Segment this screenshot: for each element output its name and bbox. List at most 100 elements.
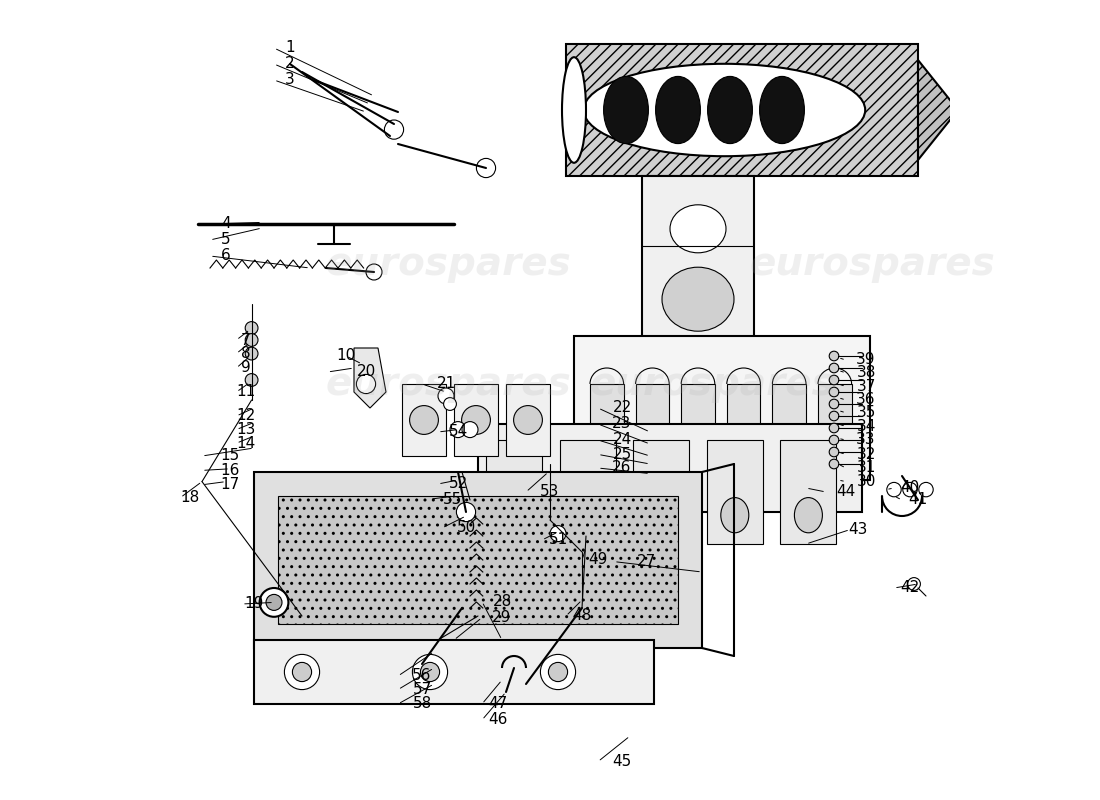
Circle shape bbox=[462, 422, 478, 438]
Ellipse shape bbox=[584, 64, 866, 156]
Text: 24: 24 bbox=[613, 433, 631, 447]
Polygon shape bbox=[402, 384, 446, 456]
Polygon shape bbox=[634, 440, 690, 544]
Text: 39: 39 bbox=[856, 353, 876, 367]
Polygon shape bbox=[478, 424, 862, 512]
Text: 18: 18 bbox=[180, 490, 199, 505]
Circle shape bbox=[245, 347, 258, 360]
Circle shape bbox=[245, 334, 258, 346]
Text: 15: 15 bbox=[220, 449, 240, 463]
Text: 45: 45 bbox=[613, 754, 631, 769]
Text: 3: 3 bbox=[285, 73, 295, 87]
Ellipse shape bbox=[562, 57, 586, 162]
Circle shape bbox=[245, 322, 258, 334]
Circle shape bbox=[918, 482, 933, 497]
Text: 20: 20 bbox=[356, 365, 375, 379]
Circle shape bbox=[420, 662, 440, 682]
Circle shape bbox=[412, 654, 448, 690]
Circle shape bbox=[829, 411, 839, 421]
Text: 33: 33 bbox=[856, 433, 876, 447]
Circle shape bbox=[260, 588, 288, 617]
Text: 37: 37 bbox=[856, 379, 876, 394]
Circle shape bbox=[293, 662, 311, 682]
Circle shape bbox=[285, 654, 320, 690]
Text: 57: 57 bbox=[412, 682, 431, 697]
Ellipse shape bbox=[794, 498, 823, 533]
Circle shape bbox=[829, 351, 839, 361]
Polygon shape bbox=[642, 176, 754, 352]
Text: 7: 7 bbox=[241, 333, 251, 347]
Polygon shape bbox=[566, 44, 918, 176]
Circle shape bbox=[829, 363, 839, 373]
Circle shape bbox=[829, 423, 839, 433]
Circle shape bbox=[829, 447, 839, 457]
Ellipse shape bbox=[409, 406, 439, 434]
Text: 12: 12 bbox=[236, 409, 255, 423]
Text: 17: 17 bbox=[220, 478, 240, 492]
Circle shape bbox=[384, 120, 404, 139]
Text: 54: 54 bbox=[449, 425, 468, 439]
Ellipse shape bbox=[720, 498, 749, 533]
Polygon shape bbox=[818, 384, 851, 464]
Text: 14: 14 bbox=[236, 436, 255, 450]
Text: 32: 32 bbox=[856, 447, 876, 462]
Polygon shape bbox=[506, 384, 550, 456]
Circle shape bbox=[438, 388, 454, 404]
Circle shape bbox=[908, 578, 921, 590]
Text: 44: 44 bbox=[836, 485, 856, 499]
Text: 48: 48 bbox=[572, 609, 592, 623]
Circle shape bbox=[456, 502, 475, 522]
Text: 5: 5 bbox=[221, 233, 231, 247]
Text: 47: 47 bbox=[488, 697, 507, 711]
Circle shape bbox=[829, 387, 839, 397]
Text: 43: 43 bbox=[848, 522, 868, 537]
Text: 9: 9 bbox=[241, 361, 251, 375]
Ellipse shape bbox=[462, 406, 491, 434]
Circle shape bbox=[450, 422, 466, 438]
Text: 36: 36 bbox=[856, 393, 876, 407]
Polygon shape bbox=[590, 384, 624, 464]
Text: 21: 21 bbox=[437, 377, 455, 391]
Polygon shape bbox=[772, 384, 806, 464]
Circle shape bbox=[887, 482, 901, 497]
Circle shape bbox=[443, 398, 456, 410]
Polygon shape bbox=[254, 472, 702, 648]
Text: 38: 38 bbox=[856, 366, 876, 380]
Ellipse shape bbox=[573, 498, 602, 533]
Text: 28: 28 bbox=[493, 594, 512, 609]
Text: 4: 4 bbox=[221, 217, 231, 231]
Text: 6: 6 bbox=[221, 249, 231, 263]
Circle shape bbox=[903, 482, 917, 497]
Text: 34: 34 bbox=[856, 419, 876, 434]
Text: 51: 51 bbox=[549, 533, 568, 547]
Text: 58: 58 bbox=[412, 697, 431, 711]
Circle shape bbox=[550, 526, 566, 542]
Text: eurospares: eurospares bbox=[326, 365, 572, 403]
Text: 41: 41 bbox=[909, 493, 927, 507]
Text: 23: 23 bbox=[613, 417, 631, 431]
Text: 10: 10 bbox=[337, 349, 355, 363]
Text: 55: 55 bbox=[443, 492, 462, 506]
Text: 8: 8 bbox=[241, 346, 251, 361]
Ellipse shape bbox=[604, 76, 648, 144]
Polygon shape bbox=[254, 640, 654, 704]
Text: eurospares: eurospares bbox=[590, 365, 836, 403]
Ellipse shape bbox=[662, 267, 734, 331]
Text: 16: 16 bbox=[220, 463, 240, 478]
Circle shape bbox=[356, 374, 375, 394]
Text: 52: 52 bbox=[449, 477, 468, 491]
Text: 11: 11 bbox=[236, 385, 255, 399]
Text: 49: 49 bbox=[588, 553, 607, 567]
Circle shape bbox=[829, 435, 839, 445]
Text: eurospares: eurospares bbox=[750, 245, 996, 283]
Polygon shape bbox=[574, 336, 870, 480]
Circle shape bbox=[366, 264, 382, 280]
Polygon shape bbox=[707, 440, 762, 544]
Polygon shape bbox=[918, 60, 958, 160]
Circle shape bbox=[540, 654, 575, 690]
Ellipse shape bbox=[760, 76, 804, 144]
Circle shape bbox=[266, 594, 282, 610]
Ellipse shape bbox=[670, 205, 726, 253]
Text: 2: 2 bbox=[285, 57, 295, 71]
Circle shape bbox=[549, 662, 568, 682]
